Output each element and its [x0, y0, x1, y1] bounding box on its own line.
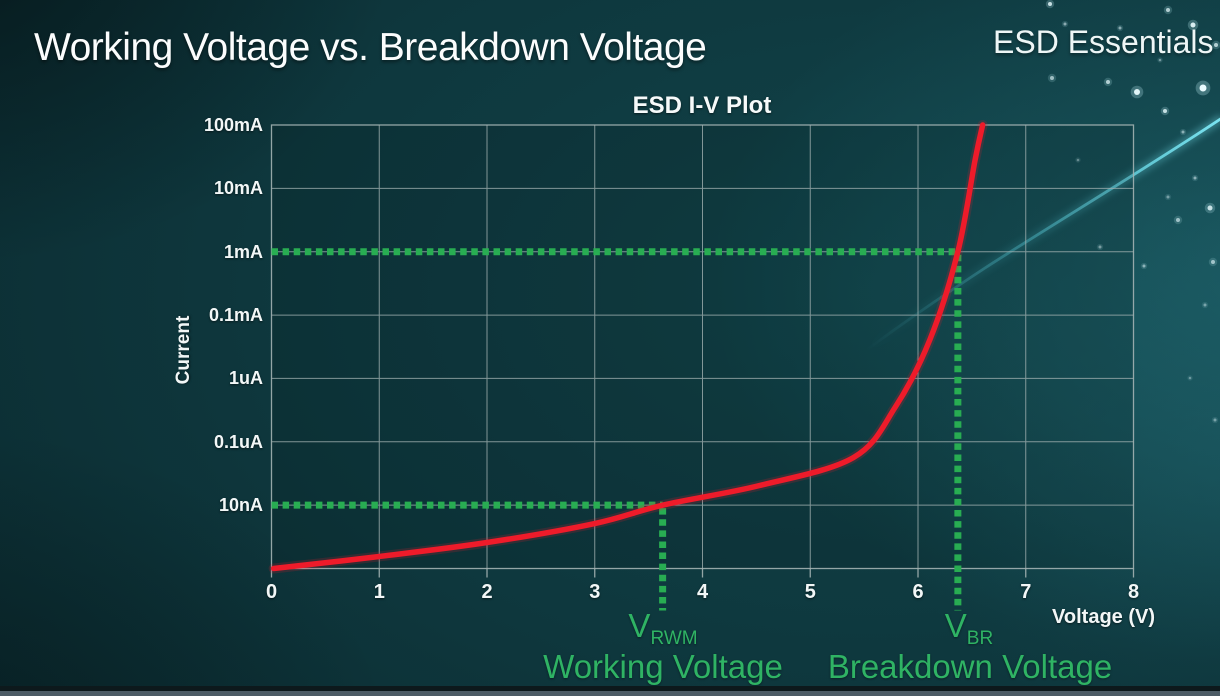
x-tick-label: 3 — [589, 581, 601, 603]
x-tick-label: 5 — [804, 581, 816, 603]
x-tick-label: 0 — [265, 581, 278, 603]
iv-curve — [270, 122, 986, 572]
x-tick-label: 1 — [373, 581, 385, 603]
y-tick-label: 10mA — [213, 178, 263, 199]
gridlines — [271, 125, 1134, 569]
x-axis-title: Voltage (V) — [1052, 606, 1155, 628]
page-title: Working Voltage vs. Breakdown Voltage — [34, 26, 707, 69]
vbr-marker-label: VBR — [869, 609, 1069, 656]
vrwm-symbol-v: V — [628, 607, 651, 644]
vbr-symbol-v: V — [944, 607, 967, 644]
x-tick-label: 6 — [912, 581, 924, 603]
breakdown-voltage-caption: Breakdown Voltage — [827, 648, 1113, 685]
x-tick-label: 4 — [696, 581, 709, 603]
y-tick-label: 10nA — [218, 495, 263, 516]
vrwm-subscript: RWM — [650, 628, 698, 649]
vbr-dotted-lines — [271, 248, 962, 611]
light-streak-decoration — [861, 114, 1220, 356]
star-dots-decoration — [1045, 0, 1220, 424]
x-tick-label: 8 — [1127, 581, 1140, 603]
y-tick-label: 0.1mA — [208, 305, 263, 326]
chart-title: ESD I-V Plot — [632, 92, 772, 119]
x-tick-label: 2 — [481, 581, 493, 603]
bottom-edge-bar — [0, 686, 1220, 696]
y-tick-label: 100mA — [203, 115, 263, 135]
vrwm-dotted-lines — [271, 501, 667, 611]
vbr-subscript: BR — [966, 628, 994, 649]
x-tick-label: 7 — [1020, 581, 1032, 603]
vrwm-marker-label: VRWM — [563, 609, 763, 656]
y-tick-label: 1uA — [228, 368, 263, 389]
x-axis-ticks — [270, 568, 1135, 578]
working-voltage-caption: Working Voltage — [543, 648, 783, 685]
y-tick-label: 0.1uA — [213, 431, 263, 452]
y-tick-label: 1mA — [223, 241, 263, 262]
brand-watermark: ESD Essentials — [993, 24, 1214, 60]
